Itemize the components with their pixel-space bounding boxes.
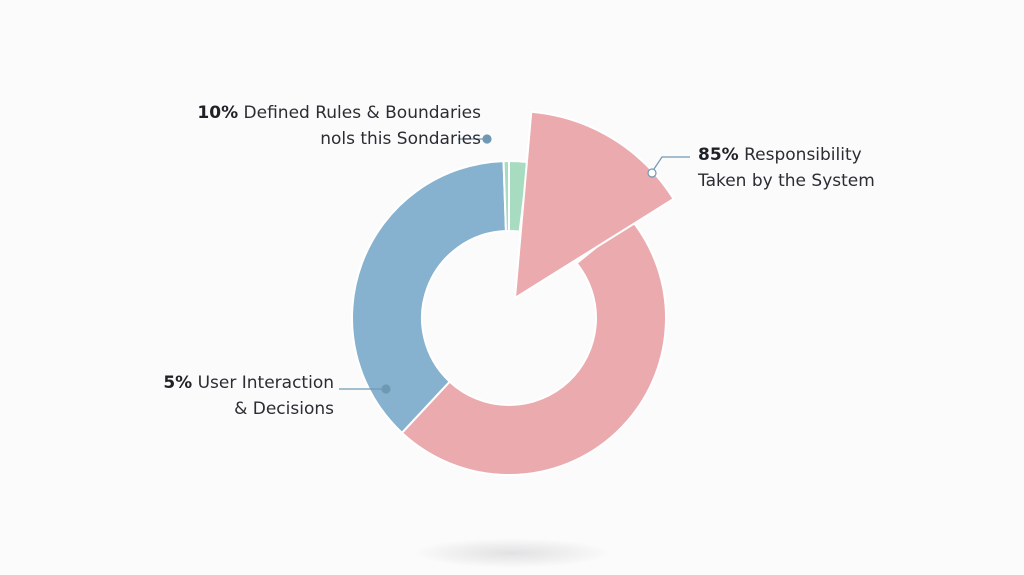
label-defined-rules: 10% Defined Rules & Boundaries nols this… bbox=[197, 100, 481, 152]
label-user-percent: 5% bbox=[163, 373, 193, 393]
label-defined-percent: 10% bbox=[197, 103, 239, 123]
slice-user-ring bbox=[351, 160, 507, 435]
label-user-line2: & Decisions bbox=[234, 399, 334, 419]
label-user-interaction: 5% User Interaction & Decisions bbox=[163, 370, 334, 422]
label-system-percent: 85% bbox=[698, 145, 739, 165]
label-system-responsibility: 85% Responsibility Taken by the System bbox=[698, 142, 875, 194]
connector-dot-system bbox=[647, 168, 657, 178]
slice-system-wedge bbox=[513, 110, 675, 300]
label-system-line1: Responsibility bbox=[744, 145, 862, 165]
label-defined-line2: nols this Sondaries bbox=[320, 129, 481, 149]
slice-system-ring bbox=[400, 217, 667, 476]
connector-dot-user bbox=[381, 384, 391, 394]
label-system-line2: Taken by the System bbox=[698, 171, 875, 191]
connector-system bbox=[651, 156, 690, 173]
label-defined-line1: Defined Rules & Boundaries bbox=[243, 103, 481, 123]
chart-shadow bbox=[412, 538, 612, 568]
slice-defined-ring bbox=[508, 159, 530, 233]
connector-dot-defined bbox=[482, 134, 492, 144]
label-user-line1: User Interaction bbox=[197, 373, 334, 393]
